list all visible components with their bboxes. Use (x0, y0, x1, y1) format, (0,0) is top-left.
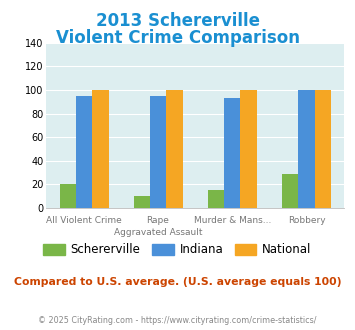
Bar (134, 196, 150, 208)
Text: Compared to U.S. average. (U.S. average equals 100): Compared to U.S. average. (U.S. average … (14, 277, 341, 287)
Text: 2013 Schererville: 2013 Schererville (95, 13, 260, 30)
Text: Robbery: Robbery (288, 216, 326, 225)
Bar (315, 90, 331, 208)
Text: Violent Crime Comparison: Violent Crime Comparison (55, 29, 300, 47)
Bar (282, 174, 298, 208)
Legend: Schererville, Indiana, National: Schererville, Indiana, National (43, 244, 312, 256)
Bar (224, 98, 240, 208)
Bar (166, 90, 183, 208)
Text: Murder & Mans...: Murder & Mans... (194, 216, 271, 225)
Bar (150, 96, 166, 208)
Text: Aggravated Assault: Aggravated Assault (114, 228, 202, 237)
Bar (76, 96, 92, 208)
Text: © 2025 CityRating.com - https://www.cityrating.com/crime-statistics/: © 2025 CityRating.com - https://www.city… (38, 316, 317, 325)
Bar (92, 90, 109, 208)
Bar (298, 90, 315, 208)
Bar (208, 190, 224, 208)
Text: Rape: Rape (147, 216, 169, 225)
Bar (60, 184, 76, 208)
Bar (240, 90, 257, 208)
Text: All Violent Crime: All Violent Crime (45, 216, 121, 225)
